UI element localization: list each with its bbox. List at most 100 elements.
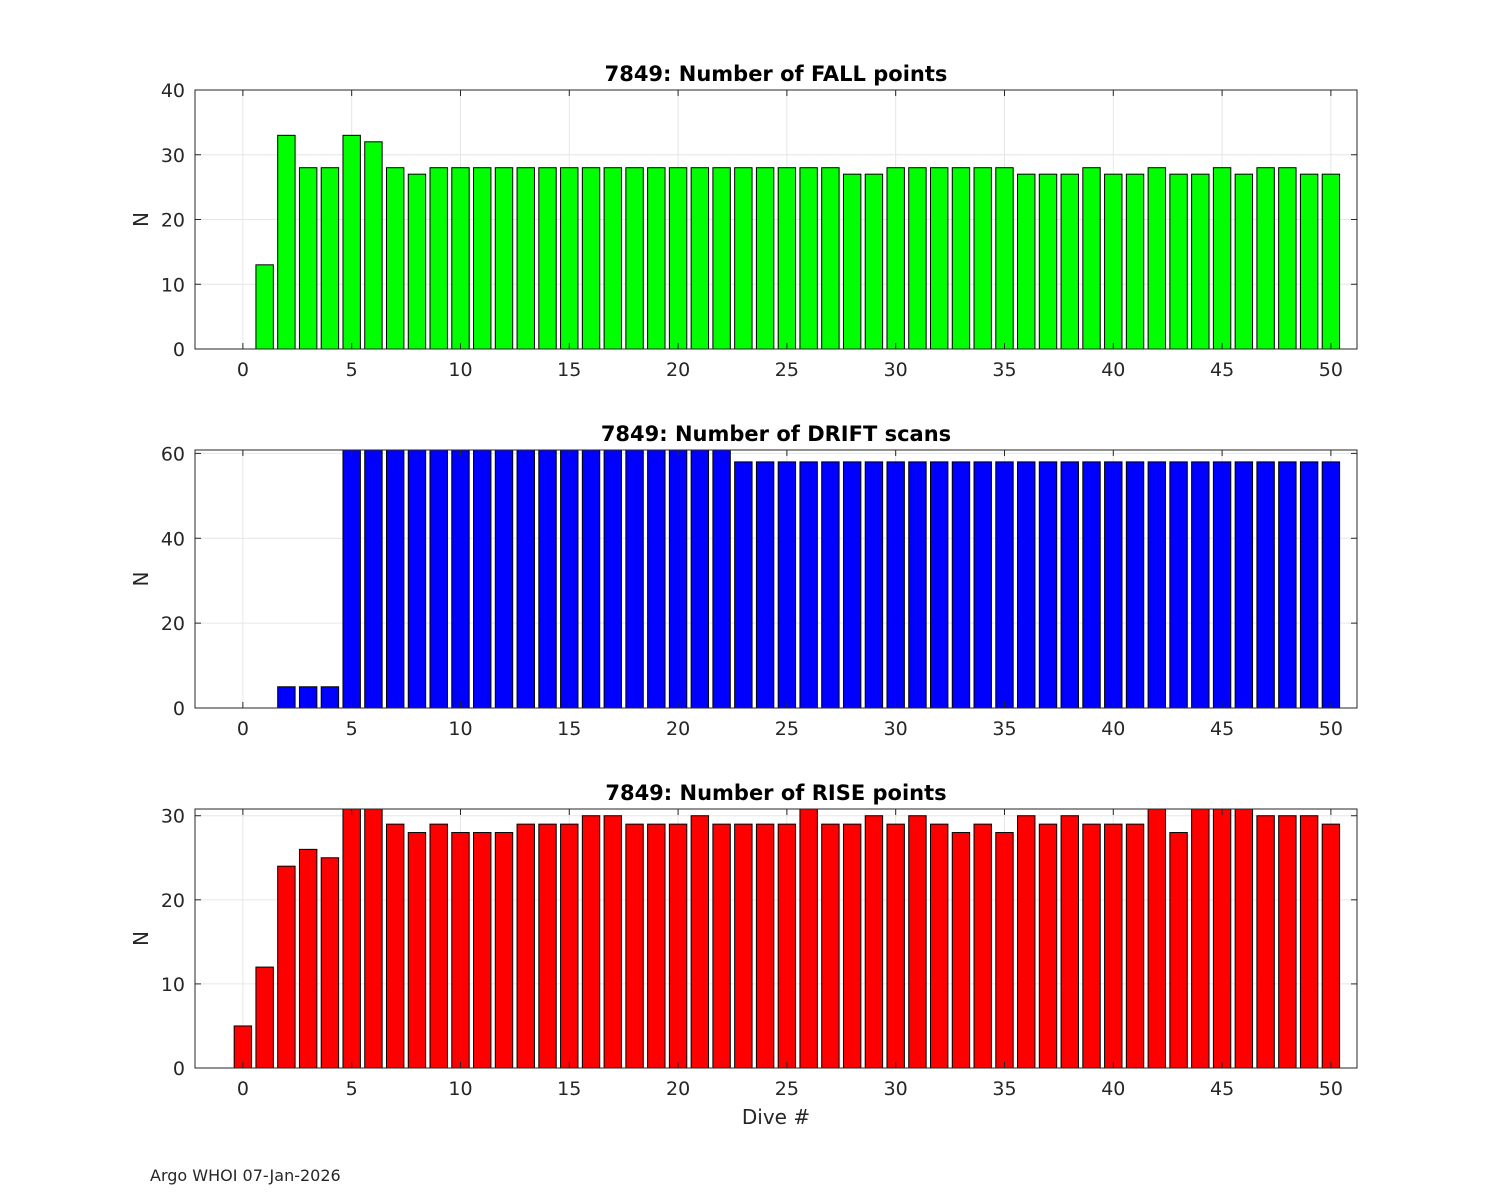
bar-series	[233, 809, 1341, 1068]
bar	[494, 167, 514, 349]
bar	[1038, 173, 1058, 349]
bar	[995, 832, 1014, 1068]
bar	[1104, 173, 1123, 349]
bar	[821, 823, 840, 1068]
bar	[951, 167, 971, 349]
bar	[1212, 809, 1232, 1068]
bar	[1234, 809, 1254, 1068]
footer-text: Argo WHOI 07-Jan-2026	[150, 1166, 341, 1185]
x-tick-label: 30	[884, 1078, 908, 1100]
bar	[799, 809, 818, 1068]
x-tick-label: 0	[237, 718, 249, 740]
bar	[777, 823, 797, 1068]
y-tick-label: 40	[161, 528, 185, 550]
bar	[385, 167, 405, 349]
bar	[1256, 461, 1275, 708]
bar	[908, 461, 927, 708]
bar	[1299, 173, 1319, 349]
x-tick-label: 25	[775, 359, 799, 381]
bar	[842, 461, 862, 708]
bar	[908, 167, 927, 349]
x-tick-label: 45	[1210, 718, 1234, 740]
bar	[690, 450, 710, 708]
chart-title: 7849: Number of RISE points	[605, 781, 946, 805]
x-tick-label: 45	[1210, 1078, 1234, 1100]
bar	[342, 450, 361, 708]
bar	[864, 815, 884, 1068]
bar	[473, 167, 492, 349]
bar	[1038, 823, 1058, 1068]
x-tick-label: 40	[1101, 1078, 1125, 1100]
bar	[1299, 815, 1319, 1068]
y-tick-label: 0	[173, 698, 185, 720]
bar	[320, 686, 340, 708]
y-axis-label: N	[129, 572, 153, 587]
bar	[298, 686, 318, 708]
bar	[1169, 832, 1188, 1068]
bar	[755, 167, 775, 349]
bar	[647, 823, 666, 1068]
chart-3: 0 5 10 15 20 25 30 35 40 45 50 0 10 20 30 7849: Number …	[129, 781, 1358, 1129]
bar	[385, 450, 405, 708]
bar	[320, 857, 340, 1068]
bar	[407, 450, 427, 708]
bar	[342, 134, 361, 349]
bar	[929, 823, 949, 1068]
bar	[538, 450, 557, 708]
bar	[451, 832, 470, 1068]
bar	[842, 823, 862, 1068]
y-tick-label: 20	[161, 890, 185, 912]
bar	[668, 823, 688, 1068]
bar	[1147, 809, 1167, 1068]
bar	[864, 173, 884, 349]
bar	[603, 167, 623, 349]
bar	[842, 173, 862, 349]
bar	[690, 815, 710, 1068]
chart-1: 0 5 10 15 20 25 30 35 40 45 50 0 10 20 30 40 7849: Numbe…	[129, 62, 1358, 381]
bar	[581, 167, 601, 349]
bar	[712, 823, 731, 1068]
bar	[494, 450, 514, 708]
bar	[1321, 823, 1341, 1068]
bar	[1278, 815, 1297, 1068]
y-tick-label: 20	[161, 613, 185, 635]
bar	[560, 167, 579, 349]
bar	[929, 167, 949, 349]
x-tick-label: 45	[1210, 359, 1234, 381]
bar	[407, 173, 427, 349]
bar	[799, 167, 818, 349]
bar	[1321, 173, 1341, 349]
bar	[668, 450, 688, 708]
bar	[516, 167, 535, 349]
bar	[712, 167, 731, 349]
bar	[385, 823, 405, 1068]
bar	[1212, 461, 1232, 708]
bar	[1060, 815, 1079, 1068]
bar	[1125, 173, 1145, 349]
bar	[1017, 815, 1036, 1068]
bar	[799, 461, 818, 708]
x-tick-label: 35	[992, 359, 1016, 381]
bar	[625, 167, 644, 349]
bar	[1169, 173, 1188, 349]
bar	[1017, 173, 1036, 349]
bar	[886, 167, 905, 349]
bar	[364, 809, 383, 1068]
chart-title: 7849: Number of FALL points	[605, 62, 948, 86]
x-tick-label: 30	[884, 718, 908, 740]
bar	[429, 823, 448, 1068]
x-tick-label: 30	[884, 359, 908, 381]
bar	[1191, 173, 1210, 349]
x-tick-label: 35	[992, 718, 1016, 740]
bar	[429, 167, 448, 349]
bar	[429, 450, 448, 708]
bar	[320, 167, 340, 349]
x-tick-label: 10	[448, 359, 472, 381]
bar	[516, 823, 535, 1068]
bar	[647, 450, 666, 708]
bar	[755, 461, 775, 708]
bar	[973, 823, 992, 1068]
x-tick-label: 10	[448, 718, 472, 740]
bar	[734, 461, 753, 708]
